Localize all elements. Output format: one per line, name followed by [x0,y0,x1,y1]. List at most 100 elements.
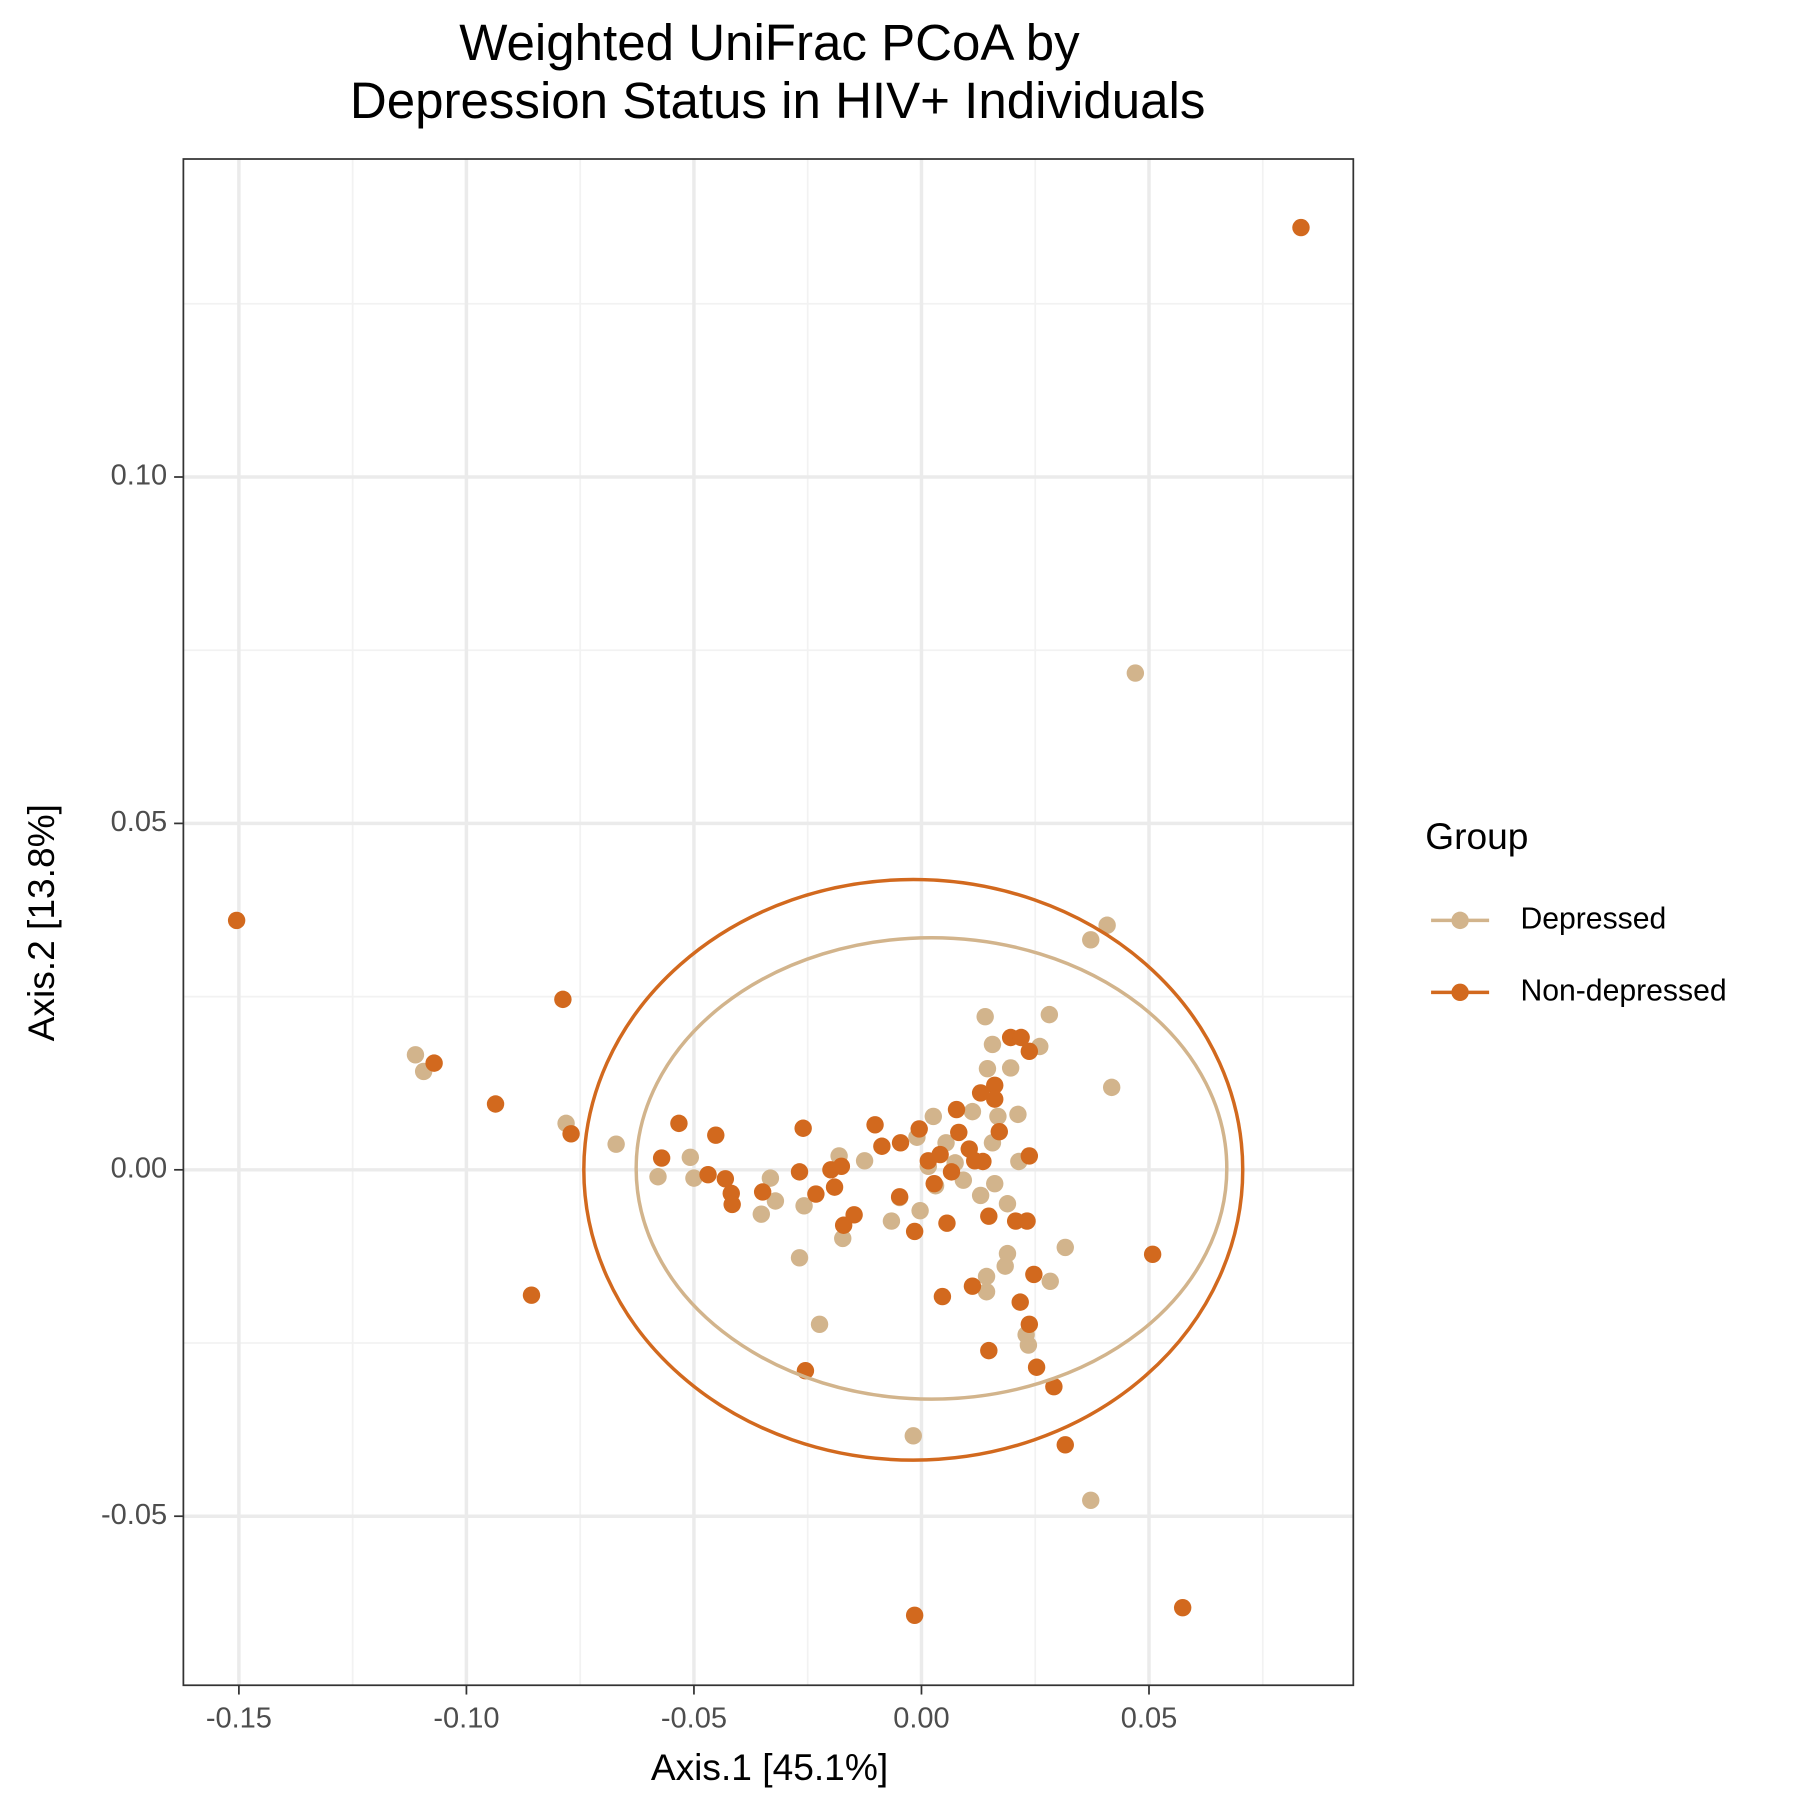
point [963,1102,982,1121]
point [522,1286,541,1304]
point [1098,916,1116,934]
point [919,1152,938,1170]
point [1020,1315,1039,1334]
x-tick-label: 0.00 [893,1703,949,1735]
point [1292,218,1310,237]
point [986,1076,1004,1094]
point [855,1152,874,1170]
legend-marker [1451,911,1469,930]
point [1020,1042,1039,1061]
point [942,1163,961,1181]
point [947,1100,966,1119]
point [425,1054,443,1072]
point [1018,1212,1036,1230]
point [1173,1598,1192,1617]
point [976,1007,994,1026]
point [1082,1491,1100,1509]
point [980,1207,998,1225]
point [1082,931,1100,949]
point [1025,1265,1043,1284]
point [910,1120,928,1138]
point [882,1212,901,1230]
point [761,1169,780,1187]
point [938,1214,956,1232]
point [1056,1238,1074,1257]
point [810,1315,829,1334]
point [866,1116,884,1134]
point [977,1267,996,1286]
y-tick-label: 0.10 [111,460,167,492]
point [834,1216,853,1234]
y-tick-label: 0.00 [111,1152,167,1184]
point [873,1137,891,1155]
point [1041,1272,1059,1291]
x-axis-title: Axis.1 [45.1%] [651,1746,888,1788]
point [794,1119,812,1137]
point [652,1149,671,1167]
point [980,1341,998,1360]
point [699,1165,717,1184]
point [998,1195,1017,1213]
point [227,911,246,930]
point [486,1095,505,1113]
point [1056,1436,1074,1454]
point [607,1135,625,1153]
point [406,1046,425,1064]
point [685,1169,703,1187]
point [971,1186,990,1205]
x-tick-label: -0.10 [433,1703,499,1735]
point [1001,1059,1020,1077]
legend-label: Depressed [1520,902,1666,935]
point [933,1287,952,1306]
point [996,1257,1014,1275]
point [723,1195,741,1214]
x-tick-label: 0.05 [1121,1703,1177,1735]
point [681,1148,700,1167]
y-tick-label: 0.05 [111,806,167,838]
point [716,1170,735,1188]
y-tick-label: -0.05 [101,1499,167,1531]
point [753,1183,772,1201]
point [1020,1147,1039,1165]
point [1143,1245,1162,1264]
point [977,1283,996,1301]
point [807,1185,825,1203]
point [890,1188,909,1206]
point [925,1174,943,1193]
x-tick-label: -0.05 [661,1703,727,1735]
point [966,1152,984,1170]
plot-border [182,158,1355,1687]
point [1027,1358,1046,1376]
point [950,1123,968,1142]
confidence-ellipse [582,877,1245,1462]
legend-marker [1451,983,1469,1002]
point [1126,664,1145,682]
point [963,1277,982,1295]
point [904,1427,922,1445]
point [707,1126,725,1144]
point [752,1205,770,1223]
y-axis-title: Axis.2 [13.8%] [20,804,62,1041]
point [649,1168,667,1186]
point [554,990,572,1009]
x-tick-label: -0.15 [206,1703,272,1735]
point [891,1134,910,1152]
point [990,1123,1008,1141]
point [562,1125,580,1143]
point [1011,1293,1029,1311]
point [989,1107,1007,1126]
point [790,1163,809,1181]
point [905,1222,924,1241]
point [832,1157,851,1176]
point [911,1201,929,1220]
point [795,1197,813,1215]
legend-label: Non-depressed [1520,974,1726,1007]
legend-title: Group [1425,815,1528,857]
point [766,1192,785,1210]
point [834,1229,852,1248]
point [1102,1078,1121,1097]
point [790,1249,809,1267]
